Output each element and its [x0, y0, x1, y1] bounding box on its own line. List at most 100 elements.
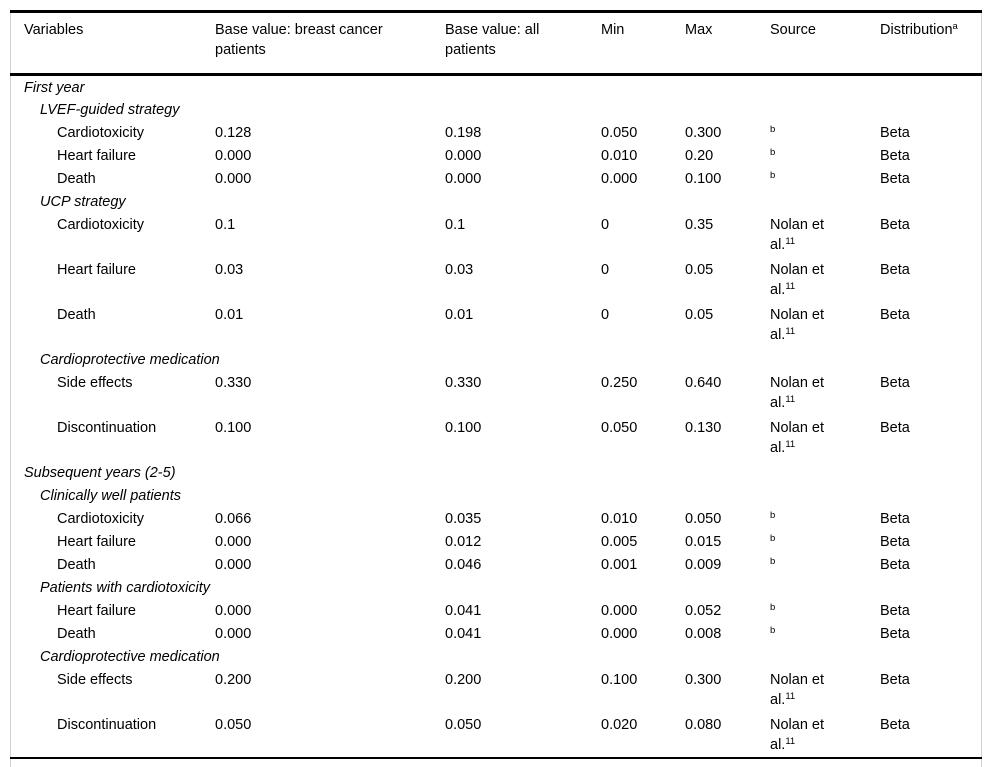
table-row: Side effects 0.330 0.330 0.250 0.640 Nolan et… [10, 371, 982, 416]
cell-distribution: Beta [880, 557, 910, 573]
cell-distribution: Beta [880, 125, 910, 141]
cell-min: 0 [601, 262, 610, 278]
cell-distribution: Beta [880, 217, 910, 233]
cell-variable-label: Cardioprotective medication [40, 649, 220, 665]
subsection-row: Cardioprotective medication [10, 645, 982, 668]
superscript-note: b [770, 147, 776, 158]
cell-variable-label: LVEF-guided strategy [40, 102, 180, 118]
cell-min: 0.000 [601, 603, 638, 619]
column-header-bval-all: Base value: all patients [445, 11, 601, 76]
cell-max: 0.300 [685, 672, 722, 688]
cell-variable-label: Death [57, 557, 96, 573]
cell-max: 0.052 [685, 603, 722, 619]
cell-variable-label: Side effects [57, 672, 133, 688]
cell-base-all: 0.000 [445, 171, 482, 187]
cell-base-all: 0.200 [445, 672, 482, 688]
cell-min: 0.250 [601, 375, 638, 391]
cell-source: Nolan et al.11 [770, 371, 880, 416]
cell-base-all: 0.000 [445, 148, 482, 164]
cell-source: Nolan et al.11 [770, 258, 880, 303]
cell-source: Nolan et al.11 [770, 213, 880, 258]
subsection-row: Cardioprotective medication [10, 348, 982, 371]
cell-base-breast: 0.330 [215, 375, 252, 391]
table-body: First year LVEF-guided strategy Cardiotoxi… [10, 75, 982, 759]
table-row: Discontinuation 0.050 0.050 0.020 0.080 Nolan… [10, 713, 982, 758]
cell-source: Nolan et al.11 [770, 416, 880, 461]
superscript-note: a [952, 21, 958, 32]
cell-distribution: Beta [880, 262, 910, 278]
source-reference: Nolan et al.11 [770, 262, 825, 298]
cell-base-breast: 0.200 [215, 672, 252, 688]
table-row: Cardiotoxicity 0.066 0.035 0.010 0.050 b Beta [10, 507, 982, 530]
cell-max: 0.080 [685, 717, 722, 733]
table-header: Variables Base value: breast cancer patie… [10, 11, 982, 76]
cell-source: b [770, 121, 880, 144]
column-header-bval-bc: Base value: breast cancer patients [215, 11, 445, 76]
model-parameters-table: Variables Base value: breast cancer patie… [10, 10, 982, 759]
cell-base-breast: 0.000 [215, 148, 252, 164]
cell-distribution: Beta [880, 171, 910, 187]
cell-max: 0.008 [685, 626, 722, 642]
cell-source: b [770, 530, 880, 553]
table-row: Death 0.000 0.046 0.001 0.009 b Beta [10, 553, 982, 576]
table-right-rule [981, 10, 982, 767]
column-header-variables: Variables [10, 11, 215, 76]
cell-base-breast: 0.050 [215, 717, 252, 733]
cell-base-all: 0.012 [445, 534, 482, 550]
cell-max: 0.05 [685, 307, 714, 323]
cell-base-breast: 0.100 [215, 420, 252, 436]
superscript-note: b [770, 533, 776, 544]
cell-base-all: 0.050 [445, 717, 482, 733]
cell-base-all: 0.198 [445, 125, 482, 141]
section-row: First year [10, 75, 982, 99]
cell-distribution: Beta [880, 420, 910, 436]
subsection-row: LVEF-guided strategy [10, 98, 982, 121]
cell-variable-label: Heart failure [57, 603, 136, 619]
cell-min: 0.050 [601, 420, 638, 436]
cell-distribution: Beta [880, 717, 910, 733]
cell-variable-label: Clinically well patients [40, 488, 182, 504]
cell-base-all: 0.01 [445, 307, 474, 323]
superscript-note: b [770, 170, 776, 181]
cell-source: b [770, 599, 880, 622]
cell-base-breast: 0.128 [215, 125, 252, 141]
table-row: Cardiotoxicity 0.1 0.1 0 0.35 Nolan et al.11 B… [10, 213, 982, 258]
column-header-source: Source [770, 11, 880, 76]
table-row: Heart failure 0.000 0.041 0.000 0.052 b Beta [10, 599, 982, 622]
superscript-note: 11 [785, 326, 796, 337]
subsection-row: Clinically well patients [10, 484, 982, 507]
cell-base-all: 0.100 [445, 420, 482, 436]
source-reference: Nolan et al.11 [770, 307, 825, 343]
cell-variable-label: Cardiotoxicity [57, 217, 145, 233]
cell-variable-label: Death [57, 171, 96, 187]
table-row: Death 0.000 0.041 0.000 0.008 b Beta [10, 622, 982, 645]
cell-source: b [770, 553, 880, 576]
superscript-note: 11 [785, 281, 796, 292]
table-row: Cardiotoxicity 0.128 0.198 0.050 0.300 b Beta [10, 121, 982, 144]
cell-variable-label: Death [57, 626, 96, 642]
cell-variable-label: Heart failure [57, 534, 136, 550]
cell-base-breast: 0.000 [215, 557, 252, 573]
cell-distribution: Beta [880, 375, 910, 391]
cell-distribution: Beta [880, 148, 910, 164]
cell-base-all: 0.041 [445, 626, 482, 642]
cell-base-all: 0.1 [445, 217, 466, 233]
table-left-rule [10, 10, 11, 767]
superscript-note: b [770, 510, 776, 521]
cell-max: 0.300 [685, 125, 722, 141]
superscript-note: 11 [785, 691, 796, 702]
cell-min: 0.000 [601, 171, 638, 187]
cell-min: 0.005 [601, 534, 638, 550]
cell-max: 0.130 [685, 420, 722, 436]
cell-variable-label: Side effects [57, 375, 133, 391]
cell-max: 0.05 [685, 262, 714, 278]
cell-source: b [770, 507, 880, 530]
cell-source: Nolan et al.11 [770, 668, 880, 713]
superscript-note: 11 [785, 736, 796, 747]
cell-max: 0.009 [685, 557, 722, 573]
cell-base-breast: 0.000 [215, 603, 252, 619]
cell-variable-label: First year [24, 80, 85, 96]
cell-variable-label: Heart failure [57, 148, 136, 164]
table-row: Heart failure 0.03 0.03 0 0.05 Nolan et al.11… [10, 258, 982, 303]
column-header-min: Min [601, 11, 685, 76]
